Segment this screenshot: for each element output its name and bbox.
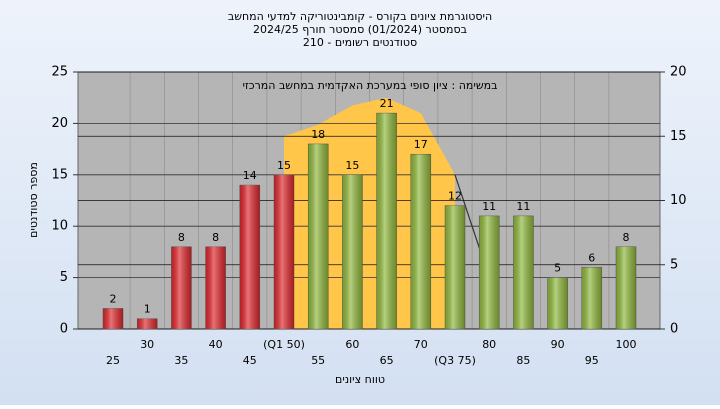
- y-tick-label: 0: [60, 322, 68, 337]
- x-axis-label: טווח ציונים: [335, 373, 385, 386]
- chart-title: היסטוגרמת ציונים בקורס - קומבינטוריקה למ…: [228, 10, 492, 23]
- chart-subtitle: בסמסטר (01/2024) סמסטר חורף 2024/25: [253, 23, 467, 36]
- value-label: 18: [311, 128, 325, 141]
- x-tick-label: 85: [516, 354, 530, 367]
- x-tick-label: 35: [174, 354, 188, 367]
- bar-shade: [547, 277, 568, 329]
- value-label: 14: [243, 169, 257, 182]
- x-tick-label: 95: [585, 354, 599, 367]
- x-tick-label: (Q3 75): [434, 354, 476, 367]
- x-tick-label: 40: [209, 338, 223, 351]
- bar-shade: [410, 154, 431, 329]
- x-tick-label: 100: [616, 338, 637, 351]
- value-label: 15: [345, 159, 359, 172]
- bar-shade: [376, 113, 397, 330]
- x-tick-label: 65: [380, 354, 394, 367]
- y-tick-label: 25: [51, 65, 68, 80]
- value-label: 21: [380, 97, 394, 110]
- value-label: 8: [178, 231, 185, 244]
- x-tick-label: (Q1 50): [263, 338, 305, 351]
- value-label: 2: [110, 292, 117, 305]
- bar-shade: [205, 246, 226, 329]
- value-label: 6: [588, 251, 595, 264]
- value-label: 1: [144, 303, 151, 316]
- bar-shade: [342, 174, 363, 329]
- x-tick-label: 30: [140, 338, 154, 351]
- value-label: 5: [554, 262, 561, 275]
- bar-shade: [239, 185, 260, 329]
- value-label: 15: [277, 159, 291, 172]
- bar-shade: [581, 267, 602, 329]
- y-tick-label: 10: [51, 219, 68, 234]
- bar-shade: [308, 143, 329, 329]
- y2-tick-label: 10: [670, 193, 687, 208]
- value-label: 11: [516, 200, 530, 213]
- value-label: 8: [623, 231, 630, 244]
- x-tick-label: 55: [311, 354, 325, 367]
- bar-shade: [445, 205, 465, 329]
- annotation: במשימה : ציון סופי במערכת האקדמית במחשב …: [243, 79, 498, 92]
- bar-shade: [479, 215, 500, 329]
- x-tick-label: 60: [345, 338, 359, 351]
- bar-shade: [616, 246, 636, 329]
- chart-subtitle: סטודנטים רשומים - 210: [303, 36, 417, 49]
- y2-tick-label: 0: [670, 322, 678, 337]
- bar-shade: [137, 318, 158, 329]
- value-label: 12: [448, 190, 462, 203]
- y2-tick-label: 15: [670, 129, 687, 144]
- value-label: 17: [414, 138, 428, 151]
- y-tick-label: 15: [51, 167, 68, 182]
- value-label: 8: [212, 231, 219, 244]
- x-tick-label: 90: [551, 338, 565, 351]
- bar-shade: [274, 174, 294, 329]
- bar-shade: [171, 246, 192, 329]
- value-label: 11: [482, 200, 496, 213]
- x-tick-label: 45: [243, 354, 257, 367]
- y-tick-label: 20: [51, 116, 68, 131]
- y2-tick-label: 20: [670, 65, 687, 80]
- bar-shade: [103, 308, 123, 329]
- y-tick-label: 5: [60, 270, 68, 285]
- y2-tick-label: 5: [670, 257, 678, 272]
- y-axis-label: מספר סטודנטים: [27, 162, 40, 238]
- x-tick-label: 25: [106, 354, 120, 367]
- x-tick-label: 80: [482, 338, 496, 351]
- x-tick-label: 70: [414, 338, 428, 351]
- bar-shade: [513, 215, 534, 329]
